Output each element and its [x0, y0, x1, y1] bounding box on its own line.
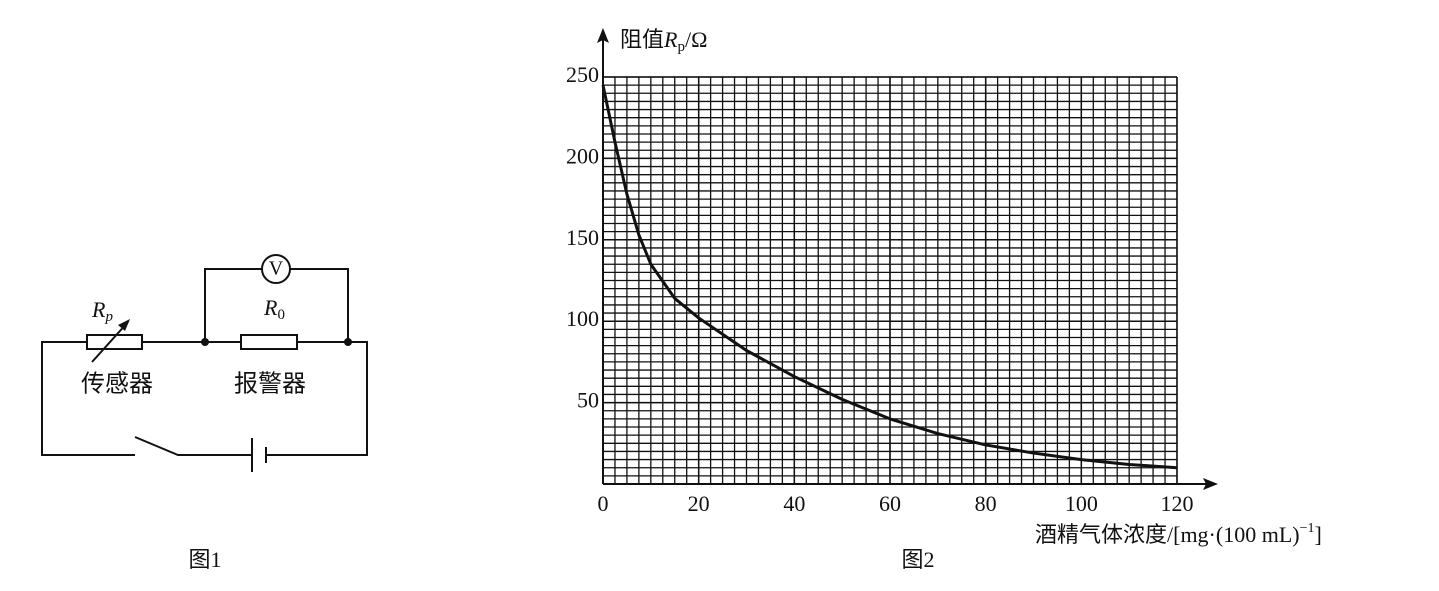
label-part: R [663, 27, 678, 52]
wire [41, 268, 368, 456]
chart: 阻值Rp/Ω 酒精气体浓度/[mg·(100 mL)−1] 图2 50 100 15… [566, 27, 1322, 572]
x-axis-label: 酒精气体浓度/[mg·(100 mL)−1] [1035, 521, 1322, 547]
x-tick-label: 100 [1065, 491, 1098, 516]
x-axis-arrow [1203, 478, 1218, 490]
voltmeter [261, 254, 291, 284]
alarm-label: 报警器 [234, 371, 306, 398]
label-part: −1 [1300, 521, 1315, 536]
subscript: 0 [277, 307, 285, 323]
x-tick-label: 40 [783, 491, 805, 516]
alarm-resistor [240, 334, 298, 350]
meter-label: V [269, 258, 284, 280]
r0-label: R0 [263, 295, 285, 323]
y-tick-label: 150 [566, 225, 599, 250]
figure-caption: 图1 [188, 547, 221, 572]
symbol: R [91, 297, 106, 322]
x-tick-label: 120 [1161, 491, 1194, 516]
y-tick-label: 200 [566, 143, 599, 168]
y-tick-label: 250 [566, 62, 599, 87]
y-tick-label: 100 [566, 306, 599, 331]
arrow-head [118, 319, 130, 331]
junction [201, 338, 209, 346]
rp-label: Rp [91, 297, 113, 325]
junction [344, 338, 352, 346]
y-axis-arrow [597, 28, 609, 43]
subscript: p [104, 309, 113, 325]
symbol: R [263, 295, 278, 320]
figure-caption: 图2 [901, 547, 934, 572]
label-part: ] [1315, 522, 1322, 547]
y-tick-label: 50 [577, 388, 599, 413]
label-part: /Ω [685, 27, 707, 52]
sensor-label: 传感器 [81, 371, 153, 398]
label-part: p [677, 39, 685, 55]
sensor-resistor [86, 334, 143, 350]
x-tick-label: 60 [879, 491, 901, 516]
y-axis-label: 阻值Rp/Ω [620, 27, 707, 55]
x-tick-label: 0 [598, 491, 609, 516]
x-tick-label: 80 [975, 491, 997, 516]
x-tick-label: 20 [688, 491, 710, 516]
label-part: 酒精气体浓度/[mg·(100 mL) [1035, 522, 1300, 547]
variable-arrow [91, 321, 129, 363]
circuit: V Rp R0 传感器 报警器 图1 [41, 254, 368, 572]
curve [601, 84, 1178, 470]
label-part: 阻值 [620, 27, 664, 52]
